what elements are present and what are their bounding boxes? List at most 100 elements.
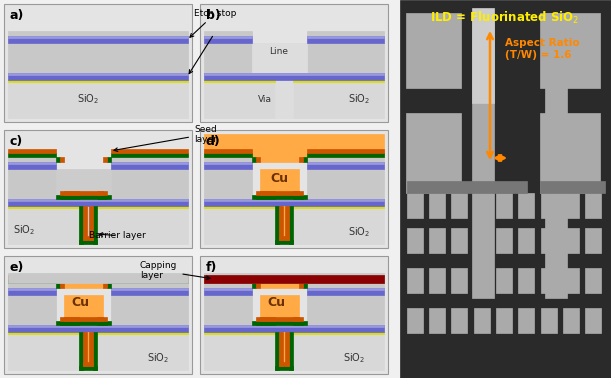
Bar bbox=[307, 275, 384, 279]
Bar bbox=[496, 228, 512, 253]
Bar bbox=[204, 80, 275, 82]
Bar bbox=[200, 4, 388, 122]
Text: ILD = Fluorinated SiO$_2$: ILD = Fluorinated SiO$_2$ bbox=[430, 10, 580, 26]
Bar bbox=[293, 80, 384, 118]
Bar bbox=[103, 283, 107, 288]
Bar bbox=[8, 149, 56, 153]
Text: c): c) bbox=[10, 135, 23, 148]
Text: $\mathsf{SiO_2}$: $\mathsf{SiO_2}$ bbox=[77, 92, 99, 106]
Bar bbox=[8, 43, 188, 73]
Bar bbox=[204, 279, 252, 283]
Bar bbox=[204, 332, 275, 370]
Text: $\mathsf{SiO_2}$: $\mathsf{SiO_2}$ bbox=[343, 351, 365, 365]
Bar bbox=[293, 206, 384, 244]
Bar bbox=[407, 228, 423, 253]
Bar bbox=[97, 332, 188, 370]
Bar bbox=[293, 317, 299, 321]
Bar bbox=[279, 206, 283, 240]
Text: f): f) bbox=[206, 261, 218, 274]
Bar bbox=[204, 162, 252, 164]
Text: Barrier layer: Barrier layer bbox=[89, 231, 146, 240]
Bar bbox=[474, 228, 490, 253]
Bar bbox=[8, 283, 56, 288]
Bar bbox=[518, 308, 534, 333]
Bar bbox=[252, 43, 307, 73]
Bar bbox=[293, 191, 299, 195]
Bar bbox=[252, 321, 307, 325]
Bar bbox=[275, 332, 279, 370]
Bar bbox=[563, 268, 579, 293]
Bar bbox=[307, 157, 384, 162]
Bar bbox=[289, 332, 293, 370]
Bar bbox=[60, 283, 64, 288]
Bar bbox=[4, 130, 192, 248]
Bar bbox=[97, 317, 103, 321]
Bar bbox=[111, 153, 188, 157]
Bar bbox=[79, 206, 83, 244]
Bar bbox=[407, 181, 527, 193]
Bar bbox=[540, 181, 605, 193]
Bar bbox=[204, 162, 252, 169]
Bar bbox=[97, 321, 107, 325]
Bar bbox=[79, 206, 97, 244]
Bar bbox=[8, 279, 56, 283]
Bar bbox=[260, 191, 275, 195]
Bar bbox=[83, 362, 93, 366]
Bar bbox=[407, 268, 423, 293]
Bar bbox=[256, 283, 260, 288]
Bar bbox=[204, 288, 252, 295]
Bar bbox=[496, 268, 512, 293]
Bar bbox=[8, 295, 56, 325]
Bar bbox=[8, 325, 188, 327]
Bar bbox=[204, 325, 384, 332]
Bar bbox=[204, 157, 252, 162]
Bar bbox=[204, 73, 384, 75]
Bar bbox=[307, 162, 384, 164]
Bar bbox=[8, 36, 188, 43]
Bar bbox=[8, 288, 56, 295]
Bar bbox=[279, 332, 283, 366]
Bar bbox=[451, 268, 467, 293]
Text: Cu: Cu bbox=[71, 296, 89, 308]
Bar bbox=[275, 80, 293, 118]
Text: Via: Via bbox=[258, 94, 272, 104]
Bar bbox=[307, 288, 384, 290]
Bar bbox=[406, 13, 461, 88]
Bar bbox=[429, 193, 445, 218]
Bar bbox=[200, 130, 388, 248]
Bar bbox=[8, 206, 79, 244]
Bar bbox=[79, 240, 97, 244]
Bar bbox=[307, 153, 384, 157]
Bar bbox=[89, 206, 93, 240]
Bar bbox=[256, 191, 303, 195]
Bar bbox=[563, 308, 579, 333]
Bar bbox=[8, 275, 56, 279]
Bar bbox=[204, 80, 275, 118]
Bar bbox=[256, 195, 275, 199]
Bar bbox=[204, 275, 252, 279]
Bar bbox=[8, 73, 188, 80]
Bar bbox=[563, 193, 579, 218]
Bar bbox=[563, 228, 579, 253]
Bar bbox=[204, 36, 252, 38]
Bar bbox=[60, 317, 107, 321]
Text: b): b) bbox=[206, 9, 221, 22]
Bar bbox=[585, 228, 601, 253]
Bar bbox=[299, 157, 303, 162]
Text: $\mathsf{SiO_2}$: $\mathsf{SiO_2}$ bbox=[348, 225, 370, 239]
Bar bbox=[79, 332, 83, 370]
Bar bbox=[256, 321, 275, 325]
Bar bbox=[8, 31, 188, 36]
Bar bbox=[204, 283, 252, 288]
Bar bbox=[541, 268, 557, 293]
Bar bbox=[289, 206, 293, 244]
Bar bbox=[451, 193, 467, 218]
Text: Line: Line bbox=[269, 48, 288, 56]
Bar bbox=[204, 153, 252, 157]
Bar bbox=[111, 149, 188, 153]
Bar bbox=[275, 366, 293, 370]
Bar bbox=[97, 195, 107, 199]
Bar bbox=[307, 162, 384, 169]
Bar bbox=[285, 206, 289, 240]
Bar bbox=[400, 0, 611, 378]
